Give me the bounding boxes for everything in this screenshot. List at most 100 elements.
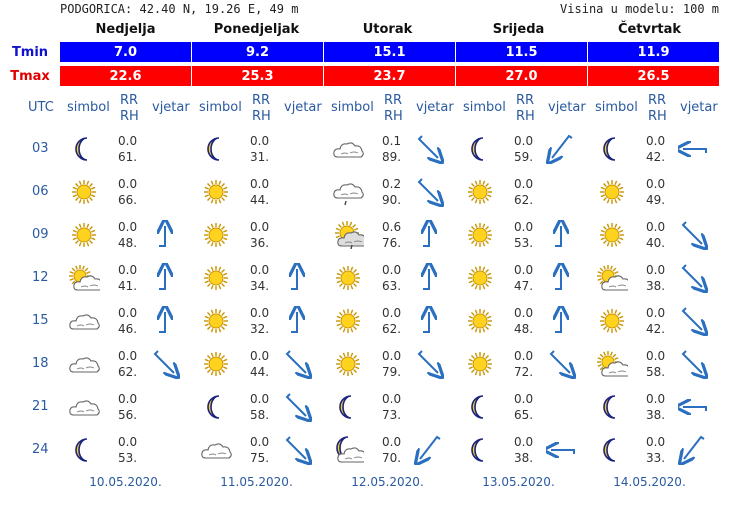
rh-header: RH	[516, 109, 535, 124]
day-name: Utorak	[362, 22, 413, 37]
forecast-cell: 0.0 72.	[456, 343, 587, 386]
tmax-value: 26.5	[588, 66, 719, 86]
forecast-cell: 0.0 58.	[192, 386, 323, 429]
rr-header: RR	[384, 93, 403, 108]
wind-arrow-left-icon	[678, 134, 707, 164]
column-header-row: UTC simbol RR RH vjetar simbol RR RH vjetar simbo…	[0, 93, 737, 129]
rr-value: 0.0	[118, 392, 138, 406]
rr-rh-values: 0.0 75.	[250, 434, 269, 466]
rr-rh-values: 0.0 63.	[382, 262, 401, 294]
rh-value: 33.	[646, 451, 666, 465]
rh-value: 46.	[118, 322, 138, 336]
rr-value: 0.0	[250, 177, 270, 191]
forecast-row: 09 0.0 48. 0.0 36. 0.6 76. 0.0 53. 0.0 40.	[0, 214, 737, 257]
day-name: Srijeda	[492, 22, 545, 37]
rr-rh-values: 0.0 62.	[118, 348, 137, 380]
rr-value: 0.0	[514, 306, 534, 320]
rr-rh-values: 0.0 48.	[118, 219, 137, 251]
symbol-header: simbol	[331, 100, 374, 115]
wind-arrow-down-right-icon	[153, 350, 180, 379]
rr-rh-values: 0.0 33.	[646, 434, 665, 466]
forecast-cell: 0.2 90.	[324, 171, 455, 214]
forecast-cell: 0.0 32.	[192, 300, 323, 343]
rr-value: 0.0	[382, 306, 402, 320]
rr-rh-values: 0.0 58.	[250, 391, 269, 423]
symbol-header: simbol	[595, 100, 638, 115]
rr-rh-values: 0.0 32.	[250, 305, 269, 337]
utc-hour: 09	[32, 227, 49, 242]
rh-value: 38.	[646, 279, 666, 293]
tmin-label: Tmin	[11, 44, 49, 60]
rh-value: 40.	[646, 236, 666, 250]
sun-icon	[72, 223, 96, 247]
rr-rh-values: 0.0 44.	[250, 176, 269, 208]
rh-value: 65.	[514, 408, 534, 422]
tmax-value: 25.3	[192, 66, 323, 86]
forecast-cell: 0.0 49.	[588, 171, 719, 214]
rh-value: 32.	[250, 322, 270, 336]
rr-rh-values: 0.0 56.	[118, 391, 137, 423]
rh-value: 66.	[118, 193, 138, 207]
tmax-value: 23.7	[324, 66, 455, 86]
forecast-cell: 0.0 42.	[588, 128, 719, 171]
rr-value: 0.0	[118, 306, 138, 320]
sun-icon	[468, 223, 492, 247]
forecast-cell: 0.0 53.	[456, 214, 587, 257]
forecast-cell: 0.0 62.	[60, 343, 191, 386]
rr-value: 0.0	[646, 349, 666, 363]
moon-icon	[339, 395, 352, 419]
rain-cloud-icon	[333, 183, 364, 206]
rr-rh-values: 0.0 47.	[514, 262, 533, 294]
rh-value: 47.	[514, 279, 534, 293]
tmax-value: 22.6	[60, 66, 191, 86]
wind-arrow-up-icon	[150, 220, 180, 247]
rr-rh-values: 0.0 48.	[514, 305, 533, 337]
wind-arrow-down-left-icon	[546, 134, 573, 164]
rh-value: 36.	[250, 236, 270, 250]
rr-rh-values: 0.0 42.	[646, 133, 665, 165]
day-date: 11.05.2020.	[220, 475, 293, 489]
rr-value: 0.0	[514, 263, 534, 277]
tmin-value: 15.1	[324, 42, 455, 62]
wind-arrow-down-right-icon	[681, 350, 708, 379]
rr-value: 0.0	[118, 349, 138, 363]
forecast-cell: 0.0 59.	[456, 128, 587, 171]
rr-rh-values: 0.0 34.	[250, 262, 269, 294]
wind-arrow-down-right-icon	[285, 436, 312, 465]
tmin-row: Tmin 7.0 9.2 15.1 11.5 11.9	[0, 42, 737, 62]
wind-arrow-down-right-icon	[681, 221, 708, 250]
rh-header: RH	[384, 109, 403, 124]
cloud-icon	[201, 443, 232, 459]
rr-rh-values: 0.0 31.	[250, 133, 269, 165]
wind-arrow-down-right-icon	[417, 350, 444, 379]
rh-value: 72.	[514, 365, 534, 379]
forecast-row: 12 0.0 41. 0.0 34. 0.0 63. 0.0 47. 0.0 38.	[0, 257, 737, 300]
forecast-cell: 0.0 63.	[324, 257, 455, 300]
sun-icon	[336, 352, 360, 376]
rh-value: 58.	[646, 365, 666, 379]
forecast-cell: 0.0 40.	[588, 214, 719, 257]
rr-value: 0.0	[514, 134, 534, 148]
sun-cloud-icon	[597, 265, 628, 291]
rr-value: 0.0	[646, 177, 666, 191]
rh-value: 31.	[250, 150, 270, 164]
rr-value: 0.0	[514, 349, 534, 363]
moon-icon	[207, 395, 220, 419]
forecast-cell: 0.0 79.	[324, 343, 455, 386]
rr-value: 0.0	[646, 134, 666, 148]
cloud-icon	[69, 314, 100, 330]
tmax-label: Tmax	[10, 68, 50, 84]
day-date: 14.05.2020.	[613, 475, 686, 489]
rr-rh-values: 0.0 62.	[382, 305, 401, 337]
sun-icon	[204, 266, 228, 290]
model-height-info: Visina u modelu: 100 m	[560, 2, 719, 16]
forecast-cell: 0.0 38.	[456, 429, 587, 472]
wind-header: vjetar	[416, 100, 454, 115]
rr-value: 0.0	[514, 392, 534, 406]
forecast-cell: 0.0 48.	[60, 214, 191, 257]
sun-cloud-icon	[69, 265, 100, 291]
rr-rh-values: 0.6 76.	[382, 219, 401, 251]
rh-value: 59.	[514, 150, 534, 164]
wind-arrow-up-icon	[414, 306, 444, 333]
forecast-cell: 0.0 38.	[588, 386, 719, 429]
